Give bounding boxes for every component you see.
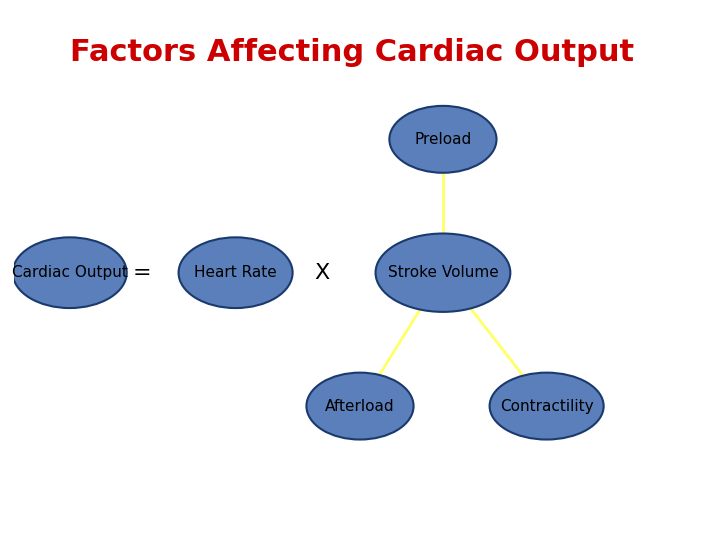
Text: Preload: Preload <box>414 132 472 147</box>
Ellipse shape <box>13 238 127 308</box>
Text: Stroke Volume: Stroke Volume <box>387 265 498 280</box>
Text: Contractility: Contractility <box>500 399 593 414</box>
Text: Cardiac Output: Cardiac Output <box>12 265 127 280</box>
Ellipse shape <box>490 373 603 440</box>
Text: X: X <box>315 262 330 283</box>
Text: Heart Rate: Heart Rate <box>194 265 277 280</box>
Ellipse shape <box>179 238 292 308</box>
Ellipse shape <box>390 106 497 173</box>
Text: =: = <box>133 262 152 283</box>
Ellipse shape <box>307 373 413 440</box>
Ellipse shape <box>376 233 510 312</box>
Text: Factors Affecting Cardiac Output: Factors Affecting Cardiac Output <box>70 38 634 66</box>
Text: Afterload: Afterload <box>325 399 395 414</box>
